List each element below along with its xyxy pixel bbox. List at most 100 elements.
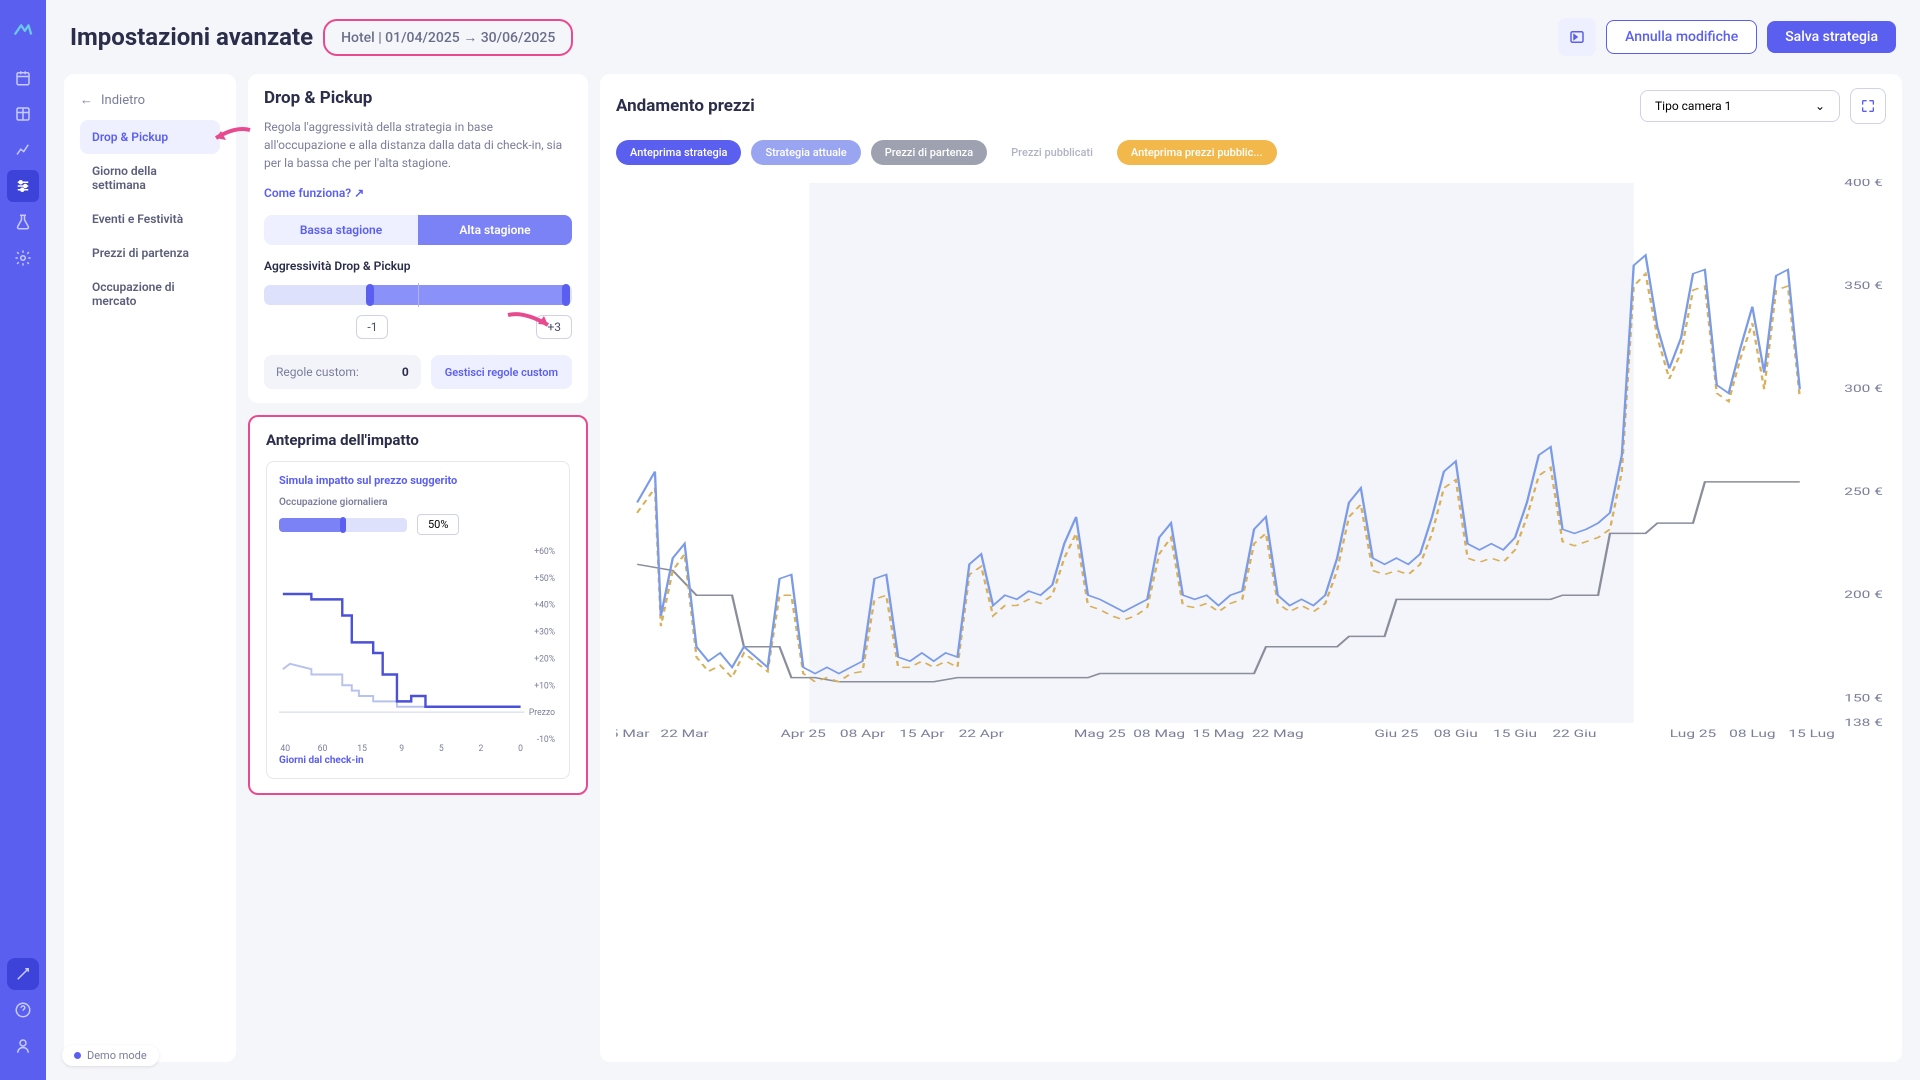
svg-text:300 €: 300 € — [1844, 384, 1883, 396]
legend-chip[interactable]: Prezzi di partenza — [871, 140, 987, 165]
svg-text:+60%: +60% — [534, 547, 555, 557]
nav-item-0[interactable]: Drop & Pickup — [80, 120, 220, 154]
season-tabs: Bassa stagione Alta stagione — [264, 215, 572, 245]
svg-text:140: 140 — [279, 744, 290, 753]
page-title: Impostazioni avanzate — [70, 23, 313, 51]
season-tab-low[interactable]: Bassa stagione — [264, 215, 418, 245]
svg-text:60: 60 — [318, 744, 328, 753]
svg-text:08 Mag: 08 Mag — [1133, 729, 1185, 739]
svg-text:Lug 25: Lug 25 — [1670, 729, 1716, 739]
annotation-arrow-icon — [210, 124, 254, 151]
svg-text:9: 9 — [399, 744, 404, 753]
main-content: Impostazioni avanzate Hotel | 01/04/2025… — [46, 0, 1920, 1080]
svg-text:Prezzo: Prezzo — [529, 708, 555, 718]
svg-text:08 Apr: 08 Apr — [840, 729, 886, 739]
svg-text:+20%: +20% — [534, 654, 555, 664]
nav-item-3[interactable]: Prezzi di partenza — [80, 236, 220, 270]
aggressiveness-slider[interactable] — [264, 285, 572, 305]
legend-chip[interactable]: Anteprima strategia — [616, 140, 741, 165]
user-icon[interactable] — [7, 1030, 39, 1062]
expand-chart-button[interactable] — [1850, 88, 1886, 124]
svg-text:250 €: 250 € — [1844, 487, 1883, 499]
legend-chip[interactable]: Strategia attuale — [751, 140, 860, 165]
settings-slider-icon[interactable] — [7, 170, 39, 202]
svg-text:22 Mar: 22 Mar — [660, 729, 709, 739]
svg-text:+30%: +30% — [534, 627, 555, 637]
svg-text:350 €: 350 € — [1844, 281, 1883, 293]
date-range-chip[interactable]: Hotel | 01/04/2025 → 30/06/2025 — [323, 19, 573, 56]
demo-mode-chip: Demo mode — [62, 1045, 159, 1066]
gear-icon[interactable] — [7, 242, 39, 274]
price-chart-card: Andamento prezzi Tipo camera 1 ⌄ Antepri… — [600, 74, 1902, 1062]
svg-text:22 Giu: 22 Giu — [1552, 729, 1596, 739]
topbar: Impostazioni avanzate Hotel | 01/04/2025… — [46, 0, 1920, 74]
chevron-down-icon: ⌄ — [1815, 99, 1825, 113]
help-icon[interactable] — [7, 994, 39, 1026]
price-chart-title: Andamento prezzi — [616, 96, 755, 116]
svg-text:15 Lug: 15 Lug — [1788, 729, 1834, 739]
back-link[interactable]: ← Indietro — [80, 88, 220, 120]
room-type-select[interactable]: Tipo camera 1 ⌄ — [1640, 90, 1840, 122]
how-it-works-link[interactable]: Come funziona? — [264, 186, 364, 200]
legend-chip[interactable]: Anteprima prezzi pubblic... — [1117, 140, 1277, 165]
occupancy-slider[interactable] — [279, 518, 407, 532]
svg-text:150 €: 150 € — [1844, 693, 1883, 705]
preview-icon[interactable] — [1558, 18, 1596, 56]
svg-text:5: 5 — [439, 744, 444, 753]
arrow-left-icon: ← — [80, 92, 93, 108]
impact-sim-title: Simula impatto sul prezzo suggerito — [279, 474, 557, 487]
svg-text:15 Mar: 15 Mar — [616, 729, 650, 739]
svg-text:22 Apr: 22 Apr — [959, 729, 1005, 739]
impact-x-label: Giorni dal check-in — [279, 755, 557, 766]
svg-text:15 Mag: 15 Mag — [1193, 729, 1245, 739]
legend-chip[interactable]: Prezzi pubblicati — [997, 140, 1107, 165]
svg-text:15: 15 — [357, 744, 367, 753]
impact-chart: +60% +50% +40% +30% +20% +10% Prezzo -10% 140 60 1… — [279, 543, 557, 753]
svg-text:15 Apr: 15 Apr — [899, 729, 945, 739]
impact-title: Anteprima dell'impatto — [266, 431, 570, 449]
slider-min-value: -1 — [356, 315, 388, 339]
nav-item-2[interactable]: Eventi e Festività — [80, 202, 220, 236]
config-title: Drop & Pickup — [264, 88, 572, 108]
analytics-icon[interactable] — [7, 134, 39, 166]
svg-text:15 Giu: 15 Giu — [1493, 729, 1537, 739]
custom-rules-count: Regole custom: 0 — [264, 355, 421, 389]
svg-text:08 Lug: 08 Lug — [1729, 729, 1775, 739]
svg-text:Giu 25: Giu 25 — [1374, 729, 1418, 739]
svg-text:22 Mag: 22 Mag — [1252, 729, 1304, 739]
app-logo — [12, 18, 34, 40]
annotation-arrow-icon — [504, 309, 556, 341]
cancel-button[interactable]: Annulla modifiche — [1606, 20, 1757, 54]
svg-text:Apr 25: Apr 25 — [781, 729, 826, 739]
svg-text:08 Giu: 08 Giu — [1434, 729, 1478, 739]
nav-card: ← Indietro Drop & PickupGiorno della set… — [64, 74, 236, 1062]
svg-text:0: 0 — [518, 744, 523, 753]
season-tab-high[interactable]: Alta stagione — [418, 215, 572, 245]
config-card: Drop & Pickup Regola l'aggressività dell… — [248, 74, 588, 403]
config-column: Drop & Pickup Regola l'aggressività dell… — [248, 74, 588, 1062]
nav-item-1[interactable]: Giorno della settimana — [80, 154, 220, 202]
svg-text:400 €: 400 € — [1844, 179, 1883, 189]
table-icon[interactable] — [7, 98, 39, 130]
svg-text:2: 2 — [479, 744, 484, 753]
svg-text:+50%: +50% — [534, 574, 555, 584]
svg-text:+10%: +10% — [534, 681, 555, 691]
calendar-icon[interactable] — [7, 62, 39, 94]
svg-text:200 €: 200 € — [1844, 590, 1883, 602]
sidebar — [0, 0, 46, 1080]
magic-icon[interactable] — [7, 958, 39, 990]
svg-text:-10%: -10% — [537, 735, 556, 745]
svg-text:Mag 25: Mag 25 — [1074, 729, 1126, 739]
price-chart: 400 €350 €300 €250 €200 €150 €138 €15 Ma… — [616, 179, 1886, 739]
manage-custom-rules-button[interactable]: Gestisci regole custom — [431, 355, 572, 389]
impact-preview-card: Anteprima dell'impatto Simula impatto su… — [248, 415, 588, 795]
flask-icon[interactable] — [7, 206, 39, 238]
back-label: Indietro — [101, 93, 145, 108]
chart-legend: Anteprima strategia Strategia attuale Prez… — [616, 140, 1886, 165]
nav-item-4[interactable]: Occupazione di mercato — [80, 270, 220, 318]
config-description: Regola l'aggressività della strategia in… — [264, 118, 572, 172]
occupancy-label: Occupazione giornaliera — [279, 497, 557, 508]
svg-text:+40%: +40% — [534, 601, 555, 611]
save-button[interactable]: Salva strategia — [1767, 21, 1896, 53]
occupancy-value: 50% — [417, 514, 459, 535]
